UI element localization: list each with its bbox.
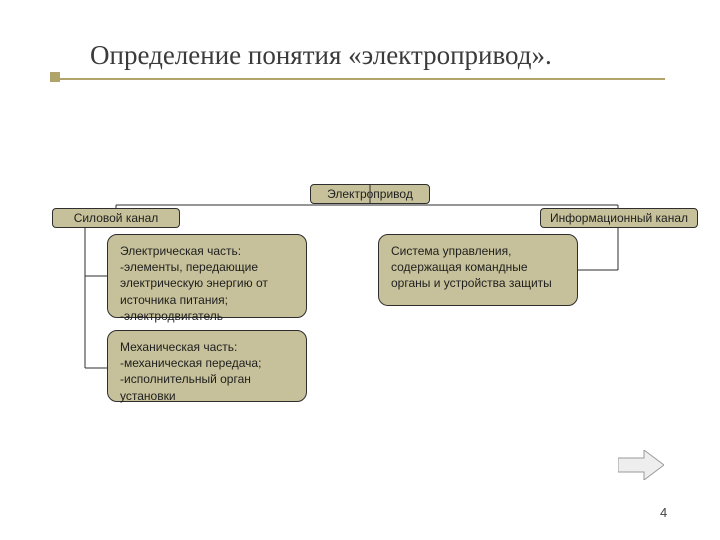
node-info-header: Информационный канал	[540, 208, 698, 228]
page-number: 4	[660, 505, 667, 520]
next-arrow-icon[interactable]	[618, 450, 664, 480]
node-mechanic-part: Механическая часть: -механическая переда…	[107, 330, 307, 402]
title-rule	[60, 78, 665, 80]
node-control-system: Система управления, содержащая командные…	[378, 234, 578, 306]
node-root: Электропривод	[310, 184, 430, 204]
node-power-header: Силовой канал	[52, 208, 180, 228]
node-electric-part: Электрическая часть: -элементы, передающ…	[107, 234, 307, 318]
slide-title: Определение понятия «электропривод».	[90, 40, 552, 71]
title-bullet	[50, 72, 60, 82]
